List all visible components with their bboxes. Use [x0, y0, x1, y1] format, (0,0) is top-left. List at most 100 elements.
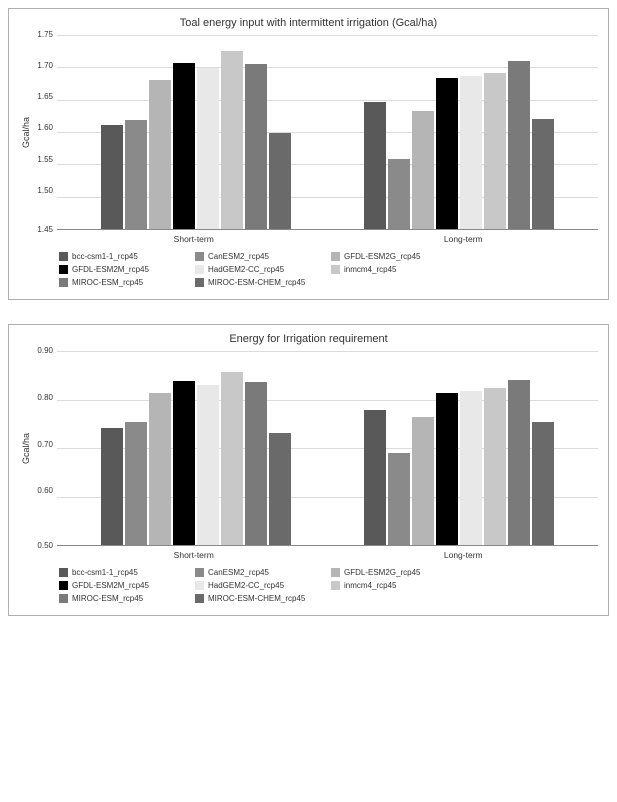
ytick-label: 0.70	[31, 441, 53, 449]
bar	[221, 372, 243, 545]
xtick-label: Short-term	[59, 550, 329, 560]
bar	[532, 422, 554, 545]
ytick-label: 0.90	[31, 347, 53, 355]
legend-item: HadGEM2-CC_rcp45	[195, 581, 323, 590]
legend-label: inmcm4_rcp45	[344, 581, 396, 590]
bar	[101, 125, 123, 229]
legend-label: bcc-csm1-1_rcp45	[72, 252, 138, 261]
bar	[436, 78, 458, 229]
legend-label: HadGEM2-CC_rcp45	[208, 265, 284, 274]
legend-swatch	[59, 581, 68, 590]
chart1-plot-wrap: Gcal/ha 1.751.701.651.601.551.501.45	[19, 35, 598, 230]
bar	[460, 391, 482, 545]
legend-swatch	[195, 568, 204, 577]
chart1-yaxis: 1.751.701.651.601.551.501.45	[31, 35, 57, 230]
legend-label: GFDL-ESM2G_rcp45	[344, 568, 420, 577]
ytick-label: 1.55	[31, 156, 53, 164]
legend-label: inmcm4_rcp45	[344, 265, 396, 274]
legend-item: inmcm4_rcp45	[331, 581, 459, 590]
bar	[197, 385, 219, 545]
chart2-xaxis: Short-termLong-term	[19, 550, 598, 560]
legend-label: CanESM2_rcp45	[208, 568, 269, 577]
legend-swatch	[59, 265, 68, 274]
bar	[508, 61, 530, 229]
bar	[364, 410, 386, 545]
bar	[388, 159, 410, 229]
xtick-label: Short-term	[59, 234, 329, 244]
bar	[484, 388, 506, 545]
legend-label: MIROC-ESM_rcp45	[72, 594, 143, 603]
bar	[484, 73, 506, 229]
bar	[269, 433, 291, 545]
bar	[388, 453, 410, 545]
bar	[269, 133, 291, 229]
xtick-label: Long-term	[329, 234, 599, 244]
legend-item: CanESM2_rcp45	[195, 568, 323, 577]
bar-group	[328, 35, 591, 229]
ytick-label: 0.50	[31, 542, 53, 550]
ytick-label: 0.80	[31, 394, 53, 402]
bar	[245, 64, 267, 229]
legend-label: GFDL-ESM2G_rcp45	[344, 252, 420, 261]
xtick-label: Long-term	[329, 550, 599, 560]
bar	[412, 111, 434, 229]
legend-item: GFDL-ESM2M_rcp45	[59, 581, 187, 590]
bar	[197, 68, 219, 229]
legend-label: MIROC-ESM_rcp45	[72, 278, 143, 287]
legend-item: GFDL-ESM2M_rcp45	[59, 265, 187, 274]
chart1-bars	[57, 35, 598, 229]
bar-group	[65, 35, 328, 229]
legend-item: GFDL-ESM2G_rcp45	[331, 568, 459, 577]
legend-label: GFDL-ESM2M_rcp45	[72, 581, 149, 590]
chart1-legend: bcc-csm1-1_rcp45 CanESM2_rcp45 GFDL-ESM2G_…	[19, 244, 598, 289]
legend-swatch	[195, 594, 204, 603]
legend-swatch	[59, 594, 68, 603]
bar	[125, 422, 147, 545]
legend-swatch	[195, 581, 204, 590]
chart-panel-1: Toal energy input with intermittent irri…	[8, 8, 609, 300]
chart2-legend: bcc-csm1-1_rcp45 CanESM2_rcp45 GFDL-ESM2G_…	[19, 560, 598, 605]
legend-swatch	[331, 265, 340, 274]
legend-swatch	[59, 252, 68, 261]
chart1-xaxis: Short-termLong-term	[19, 234, 598, 244]
legend-item: MIROC-ESM-CHEM_rcp45	[195, 594, 323, 603]
bar	[221, 51, 243, 229]
chart2-bars	[57, 351, 598, 545]
ytick-label: 1.60	[31, 124, 53, 132]
legend-swatch	[331, 568, 340, 577]
legend-item: bcc-csm1-1_rcp45	[59, 568, 187, 577]
bar	[149, 80, 171, 229]
legend-label: MIROC-ESM-CHEM_rcp45	[208, 278, 305, 287]
chart2-title: Energy for Irrigation requirement	[19, 333, 598, 345]
bar	[125, 120, 147, 229]
legend-label: CanESM2_rcp45	[208, 252, 269, 261]
chart1-ylabel: Gcal/ha	[19, 35, 31, 230]
legend-item: GFDL-ESM2G_rcp45	[331, 252, 459, 261]
bar-group	[328, 351, 591, 545]
bar	[412, 417, 434, 545]
legend-item: MIROC-ESM_rcp45	[59, 278, 187, 287]
legend-swatch	[59, 568, 68, 577]
legend-label: HadGEM2-CC_rcp45	[208, 581, 284, 590]
ytick-label: 1.45	[31, 226, 53, 234]
legend-swatch	[195, 252, 204, 261]
ytick-label: 0.60	[31, 487, 53, 495]
bar	[460, 76, 482, 229]
bar	[149, 393, 171, 545]
chart2-ylabel: Gcal/ha	[19, 351, 31, 546]
legend-swatch	[331, 581, 340, 590]
legend-item: CanESM2_rcp45	[195, 252, 323, 261]
bar	[173, 63, 195, 229]
ytick-label: 1.50	[31, 187, 53, 195]
bar-group	[65, 351, 328, 545]
chart2-yaxis: 0.900.800.700.600.50	[31, 351, 57, 546]
bar	[508, 380, 530, 545]
bar	[436, 393, 458, 545]
legend-swatch	[331, 252, 340, 261]
ytick-label: 1.75	[31, 31, 53, 39]
ytick-label: 1.70	[31, 62, 53, 70]
bar	[173, 381, 195, 545]
bar	[364, 102, 386, 229]
bar	[532, 119, 554, 229]
legend-item: HadGEM2-CC_rcp45	[195, 265, 323, 274]
